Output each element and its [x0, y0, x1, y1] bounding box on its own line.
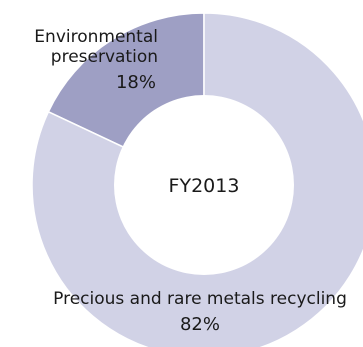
slice-0-label-line-0: Environmental: [34, 27, 158, 47]
slice-1-value-label: 82%: [180, 314, 220, 335]
donut-hole: [114, 95, 294, 275]
slice-0-label-line-1: preservation: [51, 47, 158, 67]
slice-1-label-line-0: Precious and rare metals recycling: [53, 289, 347, 309]
slice-1: [31, 12, 363, 347]
center-label: FY2013: [169, 175, 240, 197]
slice-0-value-label: 18%: [116, 72, 156, 93]
